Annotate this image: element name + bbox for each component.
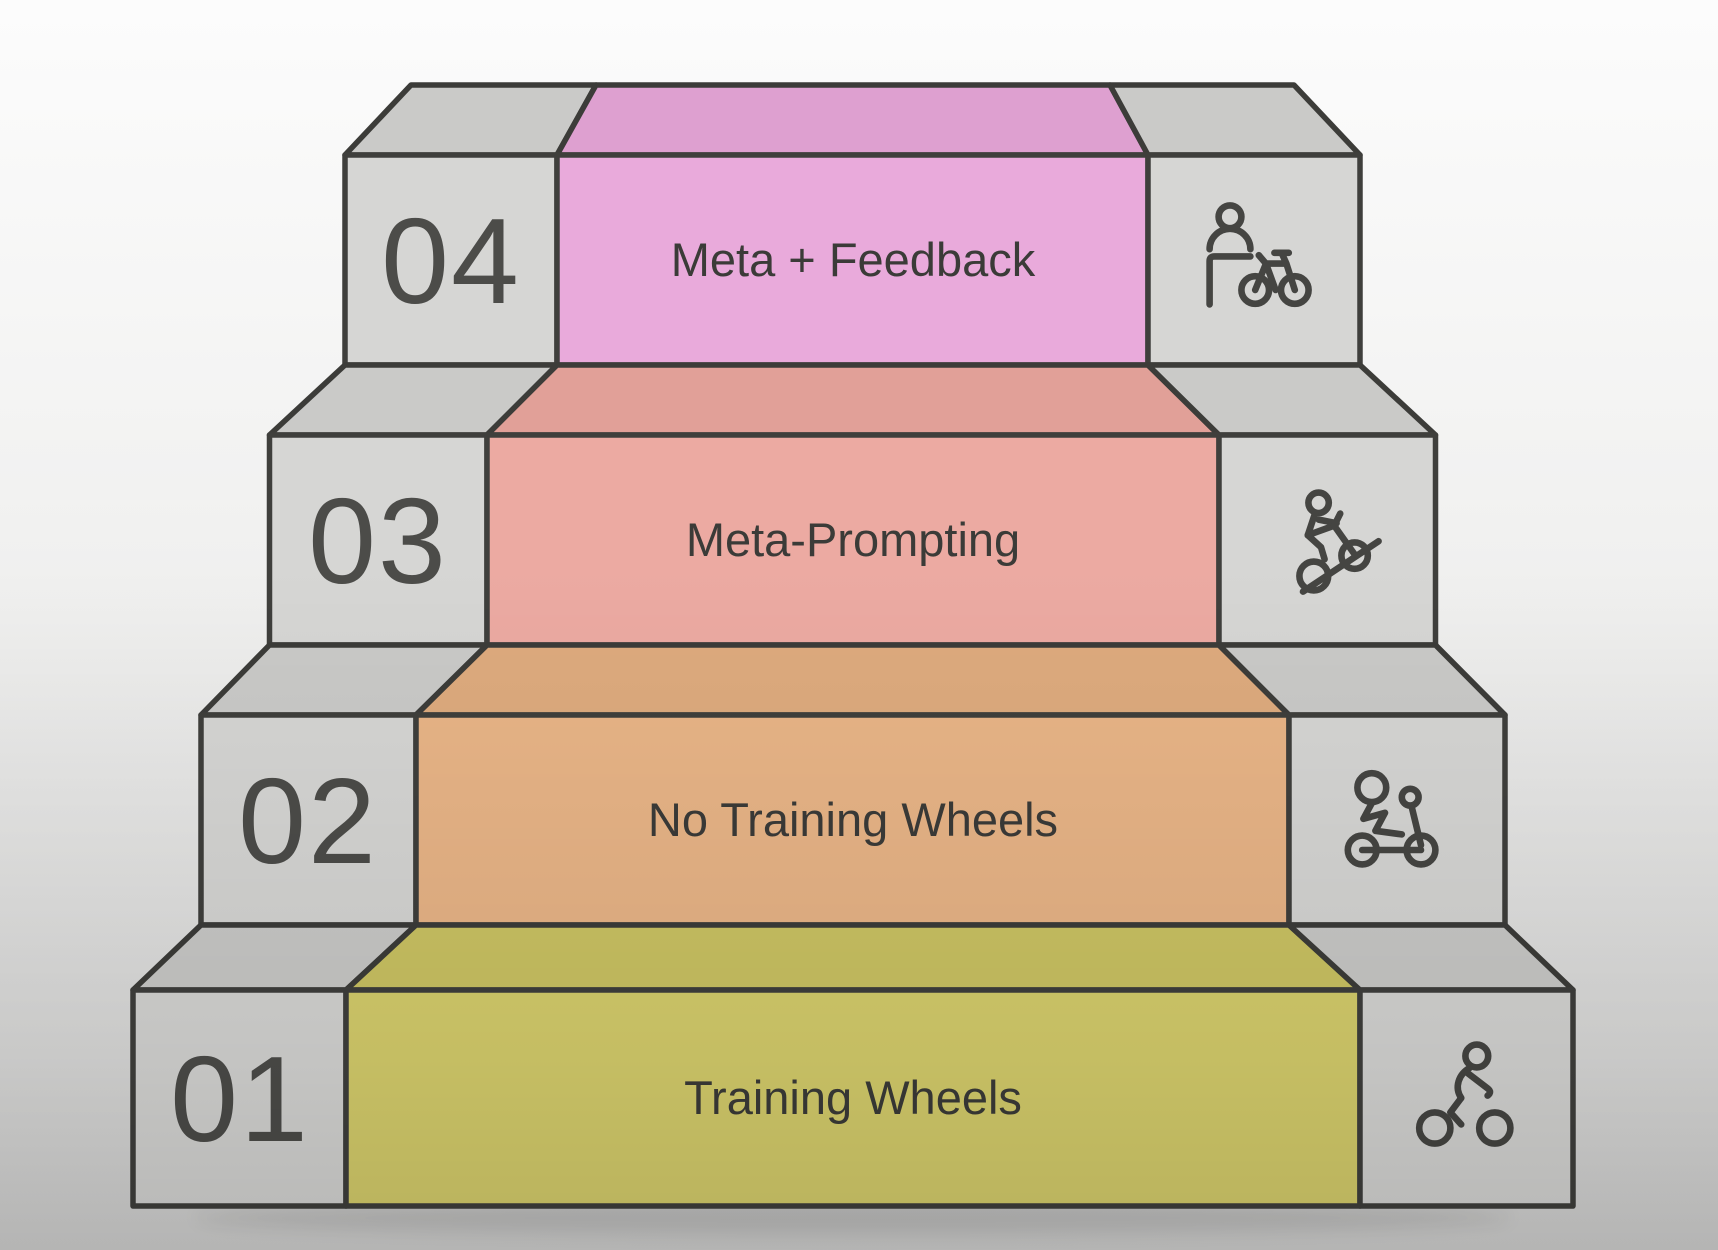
level-03-number: 03: [308, 473, 448, 609]
level-04-label: Meta + Feedback: [671, 233, 1036, 286]
level-01: 01 Training Wheels: [130, 922, 1576, 1209]
level-02-number: 02: [238, 753, 378, 889]
level-02-center-block-top-face: [413, 642, 1292, 718]
level-01-center-block-top-face: [343, 922, 1363, 993]
level-03-center-block-top-face: [484, 362, 1222, 438]
level-04-center-block-top-face: [554, 82, 1151, 158]
level-03: 03 Meta-Prompting: [266, 362, 1439, 648]
level-03-label: Meta-Prompting: [686, 513, 1020, 566]
level-03-icon-block: [1216, 432, 1439, 648]
level-04: 04 Meta + Feedback: [342, 82, 1363, 368]
level-04-number: 04: [381, 193, 521, 329]
level-02-icon-block: [1286, 712, 1508, 928]
level-02-label: No Training Wheels: [648, 793, 1058, 846]
level-04-icon-block: [1145, 152, 1363, 368]
level-01-number: 01: [170, 1031, 310, 1167]
level-01-icon-block: [1357, 987, 1576, 1209]
level-01-label: Training Wheels: [684, 1071, 1022, 1124]
level-02: 02 No Training Wheels: [198, 642, 1508, 928]
